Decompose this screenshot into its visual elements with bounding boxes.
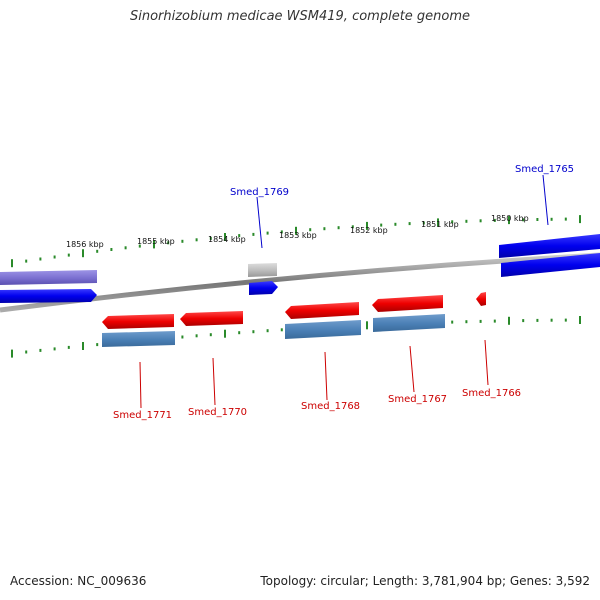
leader-smed-1765 — [542, 174, 549, 226]
gene-block-smed-1771[interactable] — [102, 331, 175, 347]
leader-smed-1771 — [139, 361, 142, 409]
leader-lines — [139, 174, 549, 409]
cds-arrow-smed-1770[interactable] — [180, 311, 243, 326]
gene-label-smed-1766[interactable]: Smed_1766 — [462, 388, 521, 399]
map-title: Sinorhizobium medicae WSM419, complete g… — [129, 9, 471, 24]
cds-arrow-smed-1769[interactable] — [249, 281, 278, 295]
pseudogene-block[interactable] — [248, 263, 277, 277]
scale-label: 1851 kbp — [421, 220, 459, 229]
scale-label: 1856 kbp — [66, 240, 104, 249]
reverse-strand-features — [102, 292, 486, 347]
scale-label: 1850 kbp — [491, 214, 529, 223]
gene-label-smed-1765[interactable]: Smed_1765 — [515, 164, 574, 175]
cds-arrow[interactable] — [0, 289, 97, 303]
accession-text: Accession: NC_009636 — [10, 574, 147, 588]
gene-labels: Smed_1769 Smed_1765 Smed_1771 Smed_1770 … — [113, 164, 574, 421]
gene-block-smed-1767[interactable] — [373, 314, 445, 332]
genome-summary-text: Topology: circular; Length: 3,781,904 bp… — [260, 574, 590, 588]
gene-label-smed-1767[interactable]: Smed_1767 — [388, 394, 447, 405]
cds-arrow-smed-1767[interactable] — [372, 295, 443, 312]
cds-arrow-smed-1768[interactable] — [285, 302, 359, 319]
leader-smed-1766 — [484, 339, 489, 386]
gene-label-smed-1770[interactable]: Smed_1770 — [188, 407, 247, 418]
scale-label: 1852 kbp — [350, 226, 388, 235]
scale-label: 1855 kbp — [137, 237, 175, 246]
cds-arrow-smed-1766[interactable] — [476, 292, 486, 306]
gene-label-smed-1771[interactable]: Smed_1771 — [113, 410, 172, 421]
cds-arrow-smed-1771[interactable] — [102, 314, 174, 329]
gene-block-smed-1765[interactable] — [499, 234, 600, 258]
cds-arrow-smed-1765[interactable] — [501, 253, 600, 277]
scale-label: 1854 kbp — [208, 235, 246, 244]
scale-labels: 1856 kbp 1855 kbp 1854 kbp 1853 kbp 1852… — [66, 214, 529, 249]
scale-ticks-outer — [11, 215, 581, 268]
leader-smed-1767 — [409, 345, 415, 393]
leader-smed-1770 — [212, 357, 216, 406]
gene-label-smed-1768[interactable]: Smed_1768 — [301, 401, 360, 412]
leader-smed-1769 — [256, 196, 263, 249]
gene-label-smed-1769[interactable]: Smed_1769 — [230, 187, 289, 198]
gene-block-smed-1768[interactable] — [285, 320, 361, 339]
scale-label: 1853 kbp — [279, 231, 317, 240]
gene-block[interactable] — [0, 270, 97, 285]
forward-strand-features — [0, 234, 600, 303]
leader-smed-1768 — [324, 351, 328, 401]
